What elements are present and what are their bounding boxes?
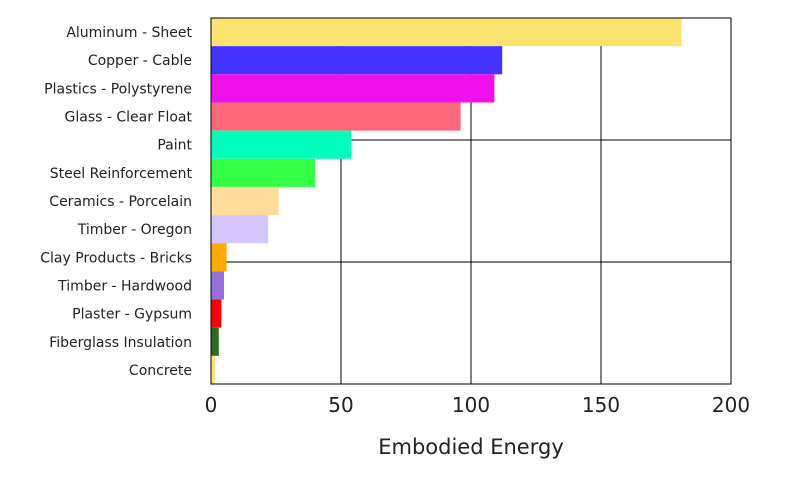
category-label: Plaster - Gypsum: [72, 307, 192, 323]
bars: [211, 18, 682, 384]
x-tick-label: 200: [712, 393, 750, 417]
x-tick-label: 100: [452, 393, 490, 417]
bar: [211, 74, 495, 103]
bar: [211, 102, 461, 131]
category-label: Ceramics - Porcelain: [49, 194, 192, 210]
plot-frame: [210, 17, 732, 385]
bar: [211, 215, 269, 244]
category-label: Fiberglass Insulation: [49, 335, 192, 351]
category-label: Steel Reinforcement: [50, 166, 193, 182]
category-label: Copper - Cable: [88, 53, 192, 69]
x-tick-labels: 0 50 100 150 200: [205, 393, 750, 417]
bar: [211, 18, 682, 47]
category-label: Timber - Hardwood: [57, 278, 192, 294]
bar: [211, 327, 219, 356]
bar: [211, 299, 222, 328]
category-label: Clay Products - Bricks: [40, 250, 192, 266]
x-tick-label: 150: [582, 393, 620, 417]
x-axis-title: Embodied Energy: [378, 435, 564, 459]
category-label: Paint: [157, 138, 192, 154]
category-label: Concrete: [129, 363, 192, 379]
bar: [211, 186, 279, 216]
bar: [211, 130, 352, 159]
category-labels: Aluminum - Sheet Copper - Cable Plastics -…: [40, 25, 192, 379]
category-label: Glass - Clear Float: [65, 110, 193, 126]
x-tick-label: 50: [328, 393, 353, 417]
bar: [211, 355, 215, 384]
category-label: Timber - Oregon: [77, 222, 192, 238]
bar: [211, 158, 315, 187]
category-label: Plastics - Polystyrene: [44, 81, 192, 97]
category-label: Aluminum - Sheet: [66, 25, 192, 41]
bar: [211, 46, 503, 75]
bar: [211, 243, 227, 272]
x-tick-label: 0: [205, 393, 218, 417]
bar: [211, 271, 224, 300]
